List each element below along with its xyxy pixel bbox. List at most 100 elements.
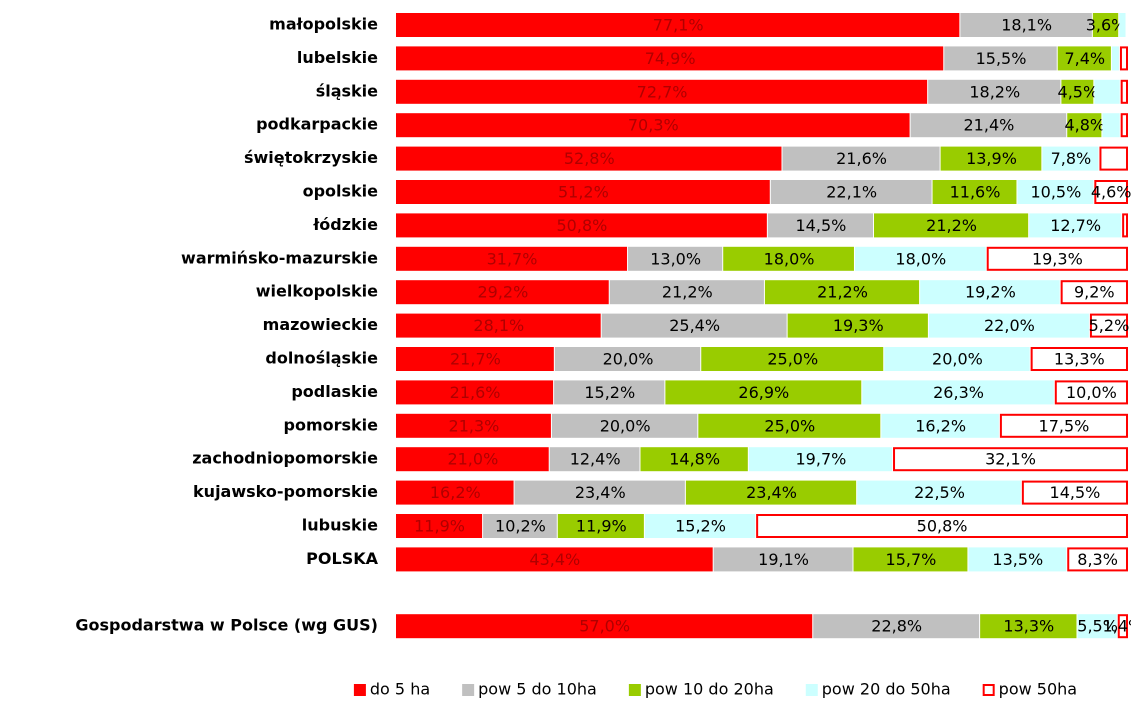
bar-segment — [928, 313, 1089, 338]
legend-swatch — [353, 684, 366, 696]
category-label: podkarpackie — [256, 115, 378, 134]
bar-segment — [854, 246, 986, 271]
legend-label: pow 10 do 20ha — [645, 680, 774, 699]
bar-segment — [1122, 213, 1129, 238]
data-label: 23,4% — [746, 483, 797, 502]
data-label: 74,9% — [645, 49, 696, 68]
data-label: 22,1% — [826, 183, 877, 202]
bar-segment — [396, 246, 628, 271]
data-label: 18,0% — [764, 249, 815, 268]
category-label: mazowieckie — [263, 315, 379, 334]
bar-segment — [1017, 180, 1094, 204]
bar-segment — [554, 380, 665, 405]
bar-segment — [884, 347, 1030, 371]
data-label: 20,0% — [603, 350, 654, 369]
bar-segment — [1119, 46, 1128, 71]
category-label: opolskie — [303, 182, 379, 201]
data-label: 13,3% — [1054, 350, 1105, 369]
bar-segment — [396, 480, 514, 505]
category-label: podlaskie — [291, 382, 378, 401]
bar-segment — [396, 79, 928, 104]
bar-segment — [920, 280, 1060, 305]
bar-segment — [999, 413, 1129, 438]
bar-segment — [853, 547, 968, 572]
data-label: 21,6% — [450, 383, 501, 402]
bar-segment — [549, 447, 640, 472]
bar-segment — [968, 547, 1067, 572]
data-label: 57,0% — [579, 617, 630, 636]
bar-segment — [986, 246, 1128, 271]
bar-segment — [1111, 46, 1119, 71]
category-label: lubuskie — [302, 516, 378, 535]
data-label: 12,7% — [1050, 216, 1101, 235]
bar-segment — [557, 514, 644, 538]
bar-segment — [554, 347, 701, 371]
data-label: 19,3% — [1032, 249, 1083, 268]
bar-segment — [685, 480, 857, 505]
data-label: 18,1% — [1001, 16, 1052, 35]
bar-segment — [1029, 213, 1122, 238]
data-label: 31,7% — [487, 249, 538, 268]
bar-segment — [862, 380, 1054, 405]
data-label: 16,2% — [430, 483, 481, 502]
data-label: 19,1% — [758, 550, 809, 569]
legend-swatch — [628, 684, 641, 696]
data-label: 22,5% — [914, 483, 965, 502]
bar-segment — [1057, 46, 1111, 71]
data-label: 32,1% — [985, 450, 1036, 469]
data-label: 13,3% — [1003, 617, 1054, 636]
bar-segment — [1060, 280, 1129, 305]
bar-segment — [483, 514, 557, 538]
bar-segment — [1119, 13, 1126, 37]
category-label: wielkopolskie — [256, 282, 378, 301]
bar-segment — [1120, 113, 1129, 138]
data-label: 14,5% — [1050, 483, 1101, 502]
data-label: 7,8% — [1051, 149, 1092, 168]
bar-segment — [1054, 380, 1129, 405]
data-label: 21,7% — [450, 350, 501, 369]
bar-segment — [396, 447, 549, 472]
bar-segment — [1102, 113, 1120, 138]
data-label: 14,5% — [796, 216, 847, 235]
bar-segment — [1094, 180, 1129, 204]
bar-segment — [713, 547, 853, 572]
data-label: 11,6% — [950, 183, 1001, 202]
bar-segment — [396, 547, 713, 572]
data-label: 26,3% — [933, 383, 984, 402]
data-label: 50,8% — [917, 517, 968, 536]
bar-segment — [1077, 614, 1117, 639]
bar-segment — [723, 246, 854, 271]
data-label: 15,5% — [976, 49, 1027, 68]
data-label: 18,0% — [895, 249, 946, 268]
bar-segment — [698, 413, 881, 438]
data-label: 9,2% — [1074, 283, 1115, 302]
legend-label: do 5 ha — [370, 680, 430, 699]
bar-segment — [770, 180, 932, 204]
category-label: lubelskie — [297, 48, 378, 67]
bar-segment — [910, 113, 1067, 138]
data-label: 5,2% — [1089, 316, 1130, 335]
data-label: 52,8% — [564, 149, 615, 168]
data-label: 21,4% — [964, 116, 1015, 135]
bar-segment — [873, 213, 1029, 238]
data-label: 16,2% — [915, 416, 966, 435]
data-label: 11,9% — [414, 517, 465, 536]
bar-segment — [782, 146, 940, 171]
legend-swatch — [462, 684, 475, 696]
legend-label: pow 20 do 50ha — [822, 680, 951, 699]
bar-segment — [396, 46, 944, 71]
bar-segment — [960, 13, 1092, 37]
category-label: Gospodarstwa w Polsce (wg GUS) — [75, 616, 378, 635]
legend-swatch — [982, 684, 995, 696]
bar-segment — [665, 380, 862, 405]
data-label: 23,4% — [575, 483, 626, 502]
bar-segment — [767, 213, 873, 238]
bar-segment — [1117, 614, 1128, 639]
data-label: 19,3% — [833, 316, 884, 335]
legend-label: pow 50ha — [999, 680, 1077, 699]
data-label: 22,8% — [871, 617, 922, 636]
bar-segment — [857, 480, 1021, 505]
data-label: 13,0% — [650, 249, 701, 268]
bar-segment — [601, 313, 787, 338]
category-label: śląskie — [316, 81, 378, 100]
